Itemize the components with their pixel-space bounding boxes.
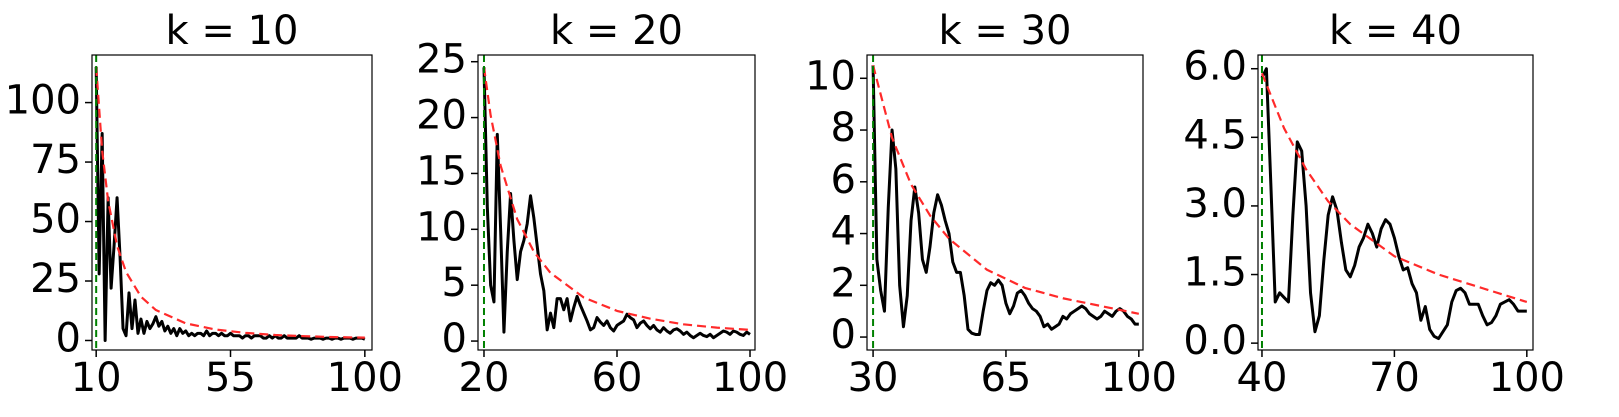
y-tick-label: 0.0	[1183, 318, 1247, 364]
axes-frame	[91, 54, 373, 351]
x-tick-label: 70	[1369, 355, 1420, 401]
x-tick-label: 100	[1489, 355, 1565, 401]
y-tick-label: 0	[442, 316, 467, 362]
series-line	[871, 65, 1139, 336]
y-tick-label: 6	[831, 157, 856, 203]
series-line	[482, 67, 751, 331]
y-tick-label: 50	[30, 197, 81, 243]
y-tick-label: 15	[416, 148, 467, 194]
x-tick-label: 30	[848, 355, 899, 401]
y-tick-label: 4.5	[1183, 112, 1247, 158]
chart-title: k = 10	[165, 8, 298, 54]
series-line	[1260, 67, 1527, 341]
x-tick-label: 55	[205, 355, 256, 401]
y-tick-label: 25	[416, 37, 467, 83]
axes-frame	[866, 54, 1144, 351]
x-tick-label: 20	[459, 355, 510, 401]
chart-title: k = 20	[550, 8, 683, 54]
series-line	[872, 65, 1140, 315]
axes-frame	[477, 54, 756, 351]
chart-title: k = 30	[938, 8, 1071, 54]
x-tick-label: 60	[592, 355, 643, 401]
series-line	[1260, 72, 1528, 304]
y-tick-label: 10	[416, 204, 467, 250]
y-tick-label: 100	[5, 78, 81, 124]
y-tick-label: 2	[831, 260, 856, 306]
y-tick-label: 1.5	[1183, 250, 1247, 296]
x-tick-label: 40	[1237, 355, 1288, 401]
x-tick-label: 10	[71, 355, 122, 401]
y-tick-label: 6.0	[1183, 44, 1247, 90]
y-tick-label: 3.0	[1183, 181, 1247, 227]
y-tick-label: 5	[442, 260, 467, 306]
axes-frame	[1257, 54, 1534, 351]
series-line	[94, 66, 366, 342]
y-tick-label: 75	[30, 137, 81, 183]
y-tick-label: 10	[805, 53, 856, 99]
series-line	[482, 67, 751, 340]
y-tick-label: 0	[831, 312, 856, 358]
y-tick-label: 20	[416, 93, 467, 139]
y-tick-label: 8	[831, 105, 856, 151]
x-tick-label: 100	[712, 355, 788, 401]
x-tick-label: 100	[327, 355, 403, 401]
chart-title: k = 40	[1329, 8, 1462, 54]
y-tick-label: 4	[831, 209, 856, 255]
x-tick-label: 65	[980, 355, 1031, 401]
series-line	[95, 66, 365, 339]
x-tick-label: 100	[1101, 355, 1177, 401]
y-tick-label: 25	[30, 256, 81, 302]
y-tick-label: 0	[56, 315, 81, 361]
